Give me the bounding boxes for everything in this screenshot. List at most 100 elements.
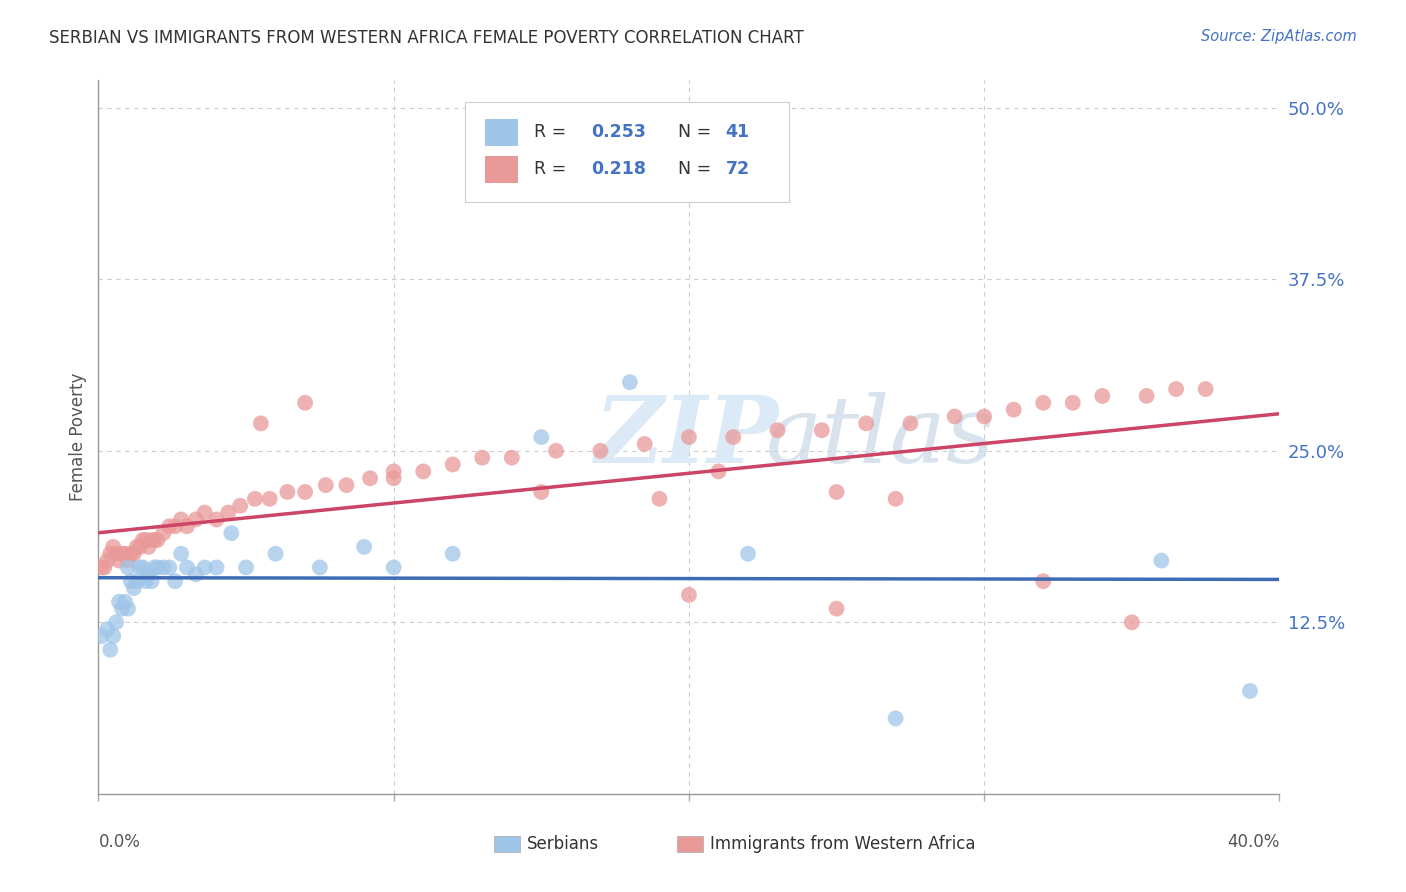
- Point: [122, 547, 145, 561]
- Point: [117, 560, 139, 574]
- Point: [678, 430, 700, 444]
- Point: [98, 642, 121, 657]
- Point: [105, 615, 128, 630]
- Point: [707, 464, 730, 478]
- Point: [441, 458, 464, 472]
- Point: [973, 409, 995, 424]
- Point: [165, 519, 187, 533]
- Point: [103, 629, 125, 643]
- Point: [96, 622, 118, 636]
- Text: Serbians: Serbians: [527, 835, 599, 853]
- Y-axis label: Female Poverty: Female Poverty: [69, 373, 87, 501]
- Point: [96, 553, 118, 567]
- Point: [135, 574, 157, 589]
- Point: [128, 560, 150, 574]
- Point: [176, 560, 198, 574]
- Text: N =: N =: [666, 161, 716, 178]
- Text: Immigrants from Western Africa: Immigrants from Western Africa: [710, 835, 976, 853]
- Point: [117, 601, 139, 615]
- Point: [122, 581, 145, 595]
- Point: [359, 471, 381, 485]
- Point: [1032, 396, 1054, 410]
- Point: [132, 560, 155, 574]
- Point: [170, 547, 193, 561]
- Bar: [494, 836, 520, 852]
- Point: [184, 567, 207, 582]
- Point: [194, 560, 217, 574]
- Point: [353, 540, 375, 554]
- Point: [152, 526, 174, 541]
- Point: [229, 499, 252, 513]
- Point: [1121, 615, 1143, 630]
- Point: [184, 512, 207, 526]
- Text: R =: R =: [534, 123, 572, 141]
- Point: [194, 506, 217, 520]
- Bar: [485, 119, 517, 146]
- Point: [138, 540, 160, 554]
- Point: [146, 560, 169, 574]
- Point: [589, 443, 612, 458]
- Point: [1136, 389, 1159, 403]
- Point: [382, 464, 405, 478]
- Point: [412, 464, 434, 478]
- Point: [441, 547, 464, 561]
- Point: [120, 574, 142, 589]
- Point: [855, 417, 877, 431]
- Point: [93, 560, 115, 574]
- Point: [90, 629, 112, 643]
- Point: [170, 512, 193, 526]
- Text: R =: R =: [534, 161, 572, 178]
- Point: [530, 430, 553, 444]
- Point: [884, 491, 907, 506]
- Point: [143, 560, 166, 574]
- Point: [315, 478, 337, 492]
- Text: SERBIAN VS IMMIGRANTS FROM WESTERN AFRICA FEMALE POVERTY CORRELATION CHART: SERBIAN VS IMMIGRANTS FROM WESTERN AFRIC…: [49, 29, 804, 47]
- Point: [810, 423, 832, 437]
- Point: [678, 588, 700, 602]
- Point: [250, 417, 273, 431]
- Point: [114, 595, 136, 609]
- Point: [648, 491, 671, 506]
- Point: [117, 553, 139, 567]
- Point: [825, 601, 848, 615]
- Point: [205, 512, 228, 526]
- Text: 41: 41: [725, 123, 749, 141]
- Point: [141, 533, 163, 547]
- Point: [143, 533, 166, 547]
- Point: [619, 375, 641, 389]
- Point: [157, 519, 180, 533]
- Point: [546, 443, 568, 458]
- Point: [1239, 684, 1261, 698]
- Point: [135, 533, 157, 547]
- Point: [943, 409, 966, 424]
- Bar: [485, 156, 517, 183]
- Point: [125, 540, 148, 554]
- Point: [235, 560, 257, 574]
- Point: [98, 547, 121, 561]
- Point: [634, 437, 657, 451]
- Point: [1062, 396, 1084, 410]
- Point: [382, 560, 405, 574]
- Point: [103, 540, 125, 554]
- Point: [138, 567, 160, 582]
- Point: [152, 560, 174, 574]
- Point: [146, 533, 169, 547]
- Point: [128, 540, 150, 554]
- Point: [264, 547, 287, 561]
- Point: [723, 430, 745, 444]
- Text: ZIP: ZIP: [595, 392, 779, 482]
- Point: [165, 574, 187, 589]
- Point: [120, 547, 142, 561]
- Point: [132, 533, 155, 547]
- Text: N =: N =: [666, 123, 716, 141]
- Point: [111, 601, 134, 615]
- Point: [335, 478, 357, 492]
- Point: [105, 547, 128, 561]
- Text: Source: ZipAtlas.com: Source: ZipAtlas.com: [1201, 29, 1357, 45]
- Bar: [678, 836, 703, 852]
- Point: [766, 423, 789, 437]
- Text: atlas: atlas: [766, 392, 995, 482]
- Point: [1032, 574, 1054, 589]
- Point: [309, 560, 332, 574]
- Point: [221, 526, 243, 541]
